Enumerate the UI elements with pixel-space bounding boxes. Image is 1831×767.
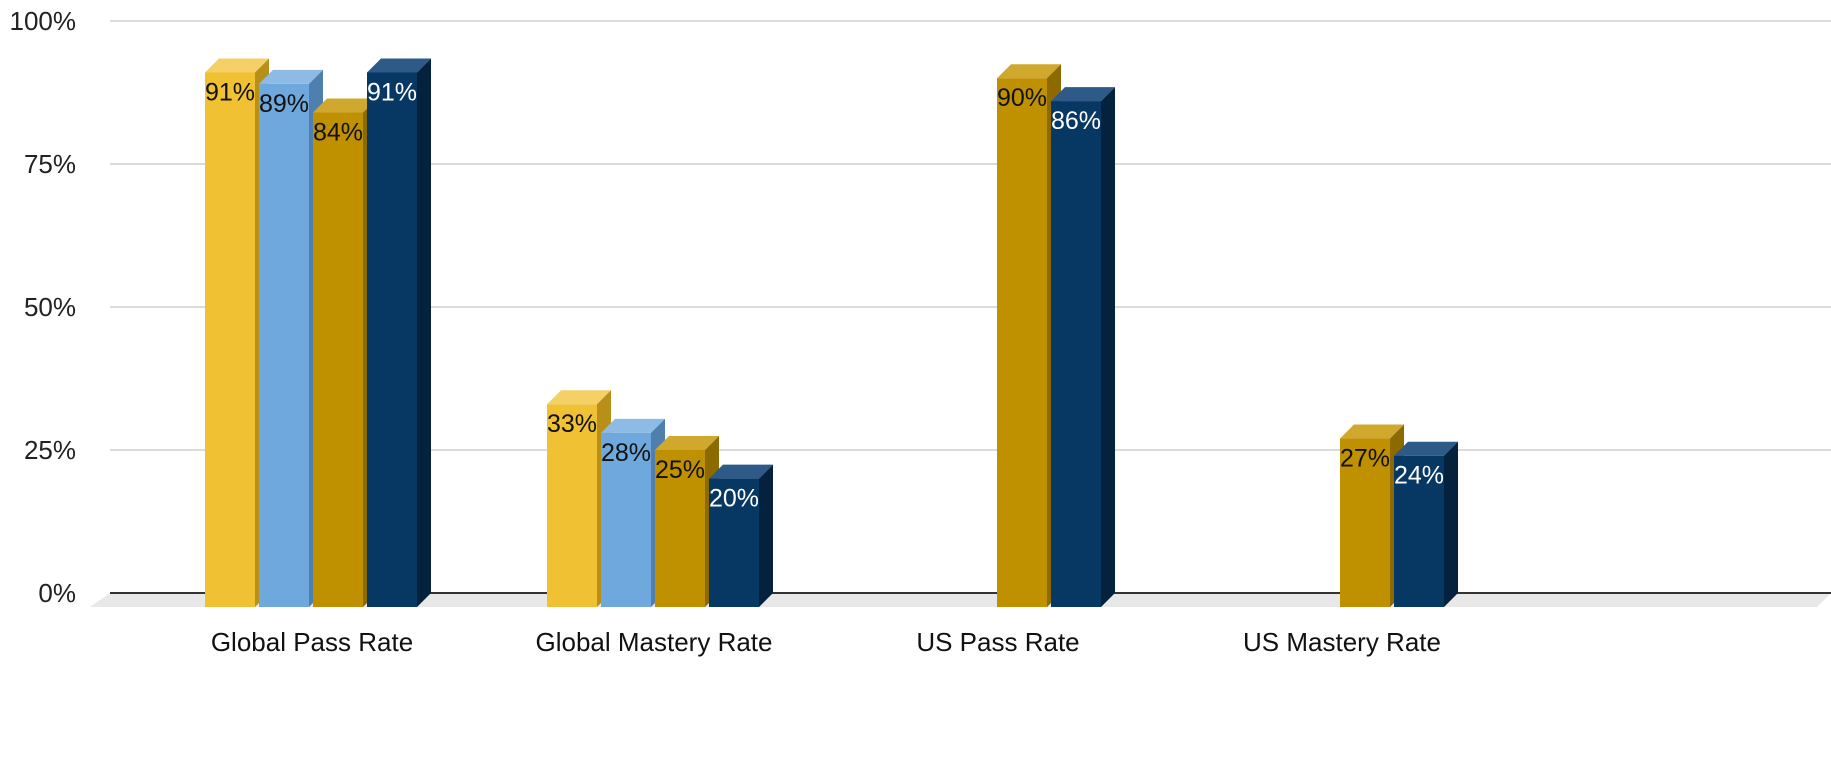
bar-top <box>1394 441 1458 456</box>
bar-front <box>1394 455 1444 607</box>
bar <box>367 58 431 608</box>
data-label: 25% <box>655 456 705 484</box>
bar-top <box>1340 424 1404 439</box>
bar-front <box>205 72 255 608</box>
y-tick-label: 0% <box>38 578 76 608</box>
bar-front <box>547 404 597 607</box>
bar-top <box>601 418 665 433</box>
bar-top <box>1051 87 1115 102</box>
category-label: US Pass Rate <box>916 627 1079 657</box>
bar-front <box>367 72 417 608</box>
data-label: 24% <box>1394 462 1444 490</box>
bar-top <box>997 64 1061 79</box>
category-label: US Mastery Rate <box>1243 627 1441 657</box>
category-label: Global Pass Rate <box>211 627 413 657</box>
y-tick-label: 100% <box>10 6 77 36</box>
bar <box>709 464 773 607</box>
data-label: 27% <box>1340 445 1390 473</box>
data-label: 28% <box>601 439 651 467</box>
bar-front <box>709 478 759 607</box>
bar-front <box>1340 438 1390 607</box>
bar-top <box>205 58 269 73</box>
y-tick-label: 25% <box>24 435 76 465</box>
bar-front <box>601 432 651 607</box>
data-label: 89% <box>259 90 309 118</box>
category-label: Global Mastery Rate <box>536 627 773 657</box>
bars <box>205 58 1458 608</box>
bar-front <box>655 450 705 607</box>
data-labels: 91% 89%84%91%33%28%25%20%90%86%27%24% <box>205 78 1444 512</box>
data-label: 84% <box>313 119 363 147</box>
data-label: 90% <box>997 84 1047 112</box>
gridlines <box>110 20 1831 594</box>
bar-top <box>655 436 719 450</box>
bar-top <box>367 58 431 73</box>
bar <box>1051 87 1115 607</box>
y-tick-label: 50% <box>24 292 76 322</box>
bar-front <box>997 78 1047 607</box>
bar-front <box>259 83 309 608</box>
data-label: 33% <box>547 410 597 438</box>
bar <box>1394 441 1458 607</box>
data-label: 20% <box>709 485 759 513</box>
bar-side <box>759 464 773 607</box>
x-axis-categories: Global Pass Rate Global Mastery Rate US Pa… <box>211 627 1441 657</box>
data-label: 91% <box>205 78 255 106</box>
bar <box>259 69 323 608</box>
bar-front <box>1051 101 1101 607</box>
bar-top <box>259 69 323 84</box>
bar-top <box>547 390 611 405</box>
y-axis-ticks: 0% 25% 50% 75% 100% <box>10 6 77 608</box>
bar-side <box>1444 441 1458 607</box>
bar-top <box>313 98 377 113</box>
bar-top <box>709 464 773 479</box>
data-label: 91% <box>367 78 417 106</box>
bar-front <box>313 112 363 608</box>
data-label: 86% <box>1051 107 1101 135</box>
y-tick-label: 75% <box>24 149 76 179</box>
bar-side <box>417 58 431 608</box>
bar-side <box>1101 87 1115 607</box>
